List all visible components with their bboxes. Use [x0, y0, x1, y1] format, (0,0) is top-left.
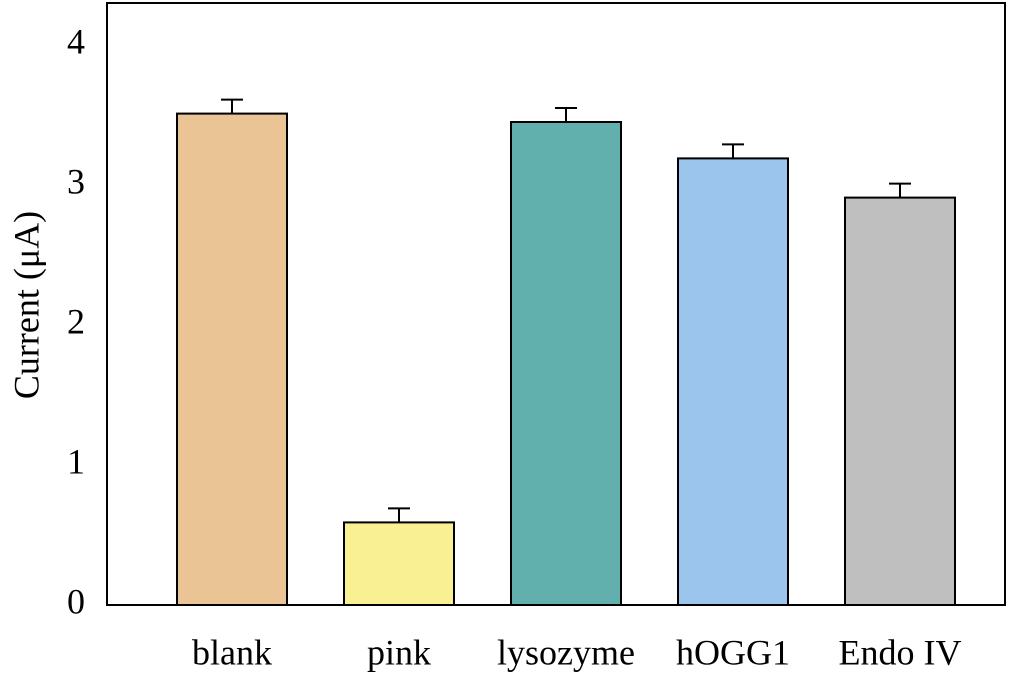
bar [844, 196, 956, 606]
bar [677, 157, 789, 606]
y-tick-label: 2 [67, 301, 85, 341]
x-tick-label: hOGG1 [676, 632, 790, 672]
x-tick-label: lysozyme [497, 632, 635, 672]
y-tick-label: 4 [67, 21, 85, 61]
y-tick-label: 1 [67, 441, 85, 481]
x-tick-label: Endo IV [839, 632, 962, 672]
x-tick-label: pink [367, 632, 431, 672]
x-tick-label: blank [192, 632, 272, 672]
y-axis-label: Current (μA) [6, 211, 46, 399]
y-tick-label: 0 [67, 581, 85, 621]
bar [510, 121, 622, 606]
bar [343, 521, 455, 607]
bar [176, 112, 288, 606]
y-tick-label: 3 [67, 161, 85, 201]
